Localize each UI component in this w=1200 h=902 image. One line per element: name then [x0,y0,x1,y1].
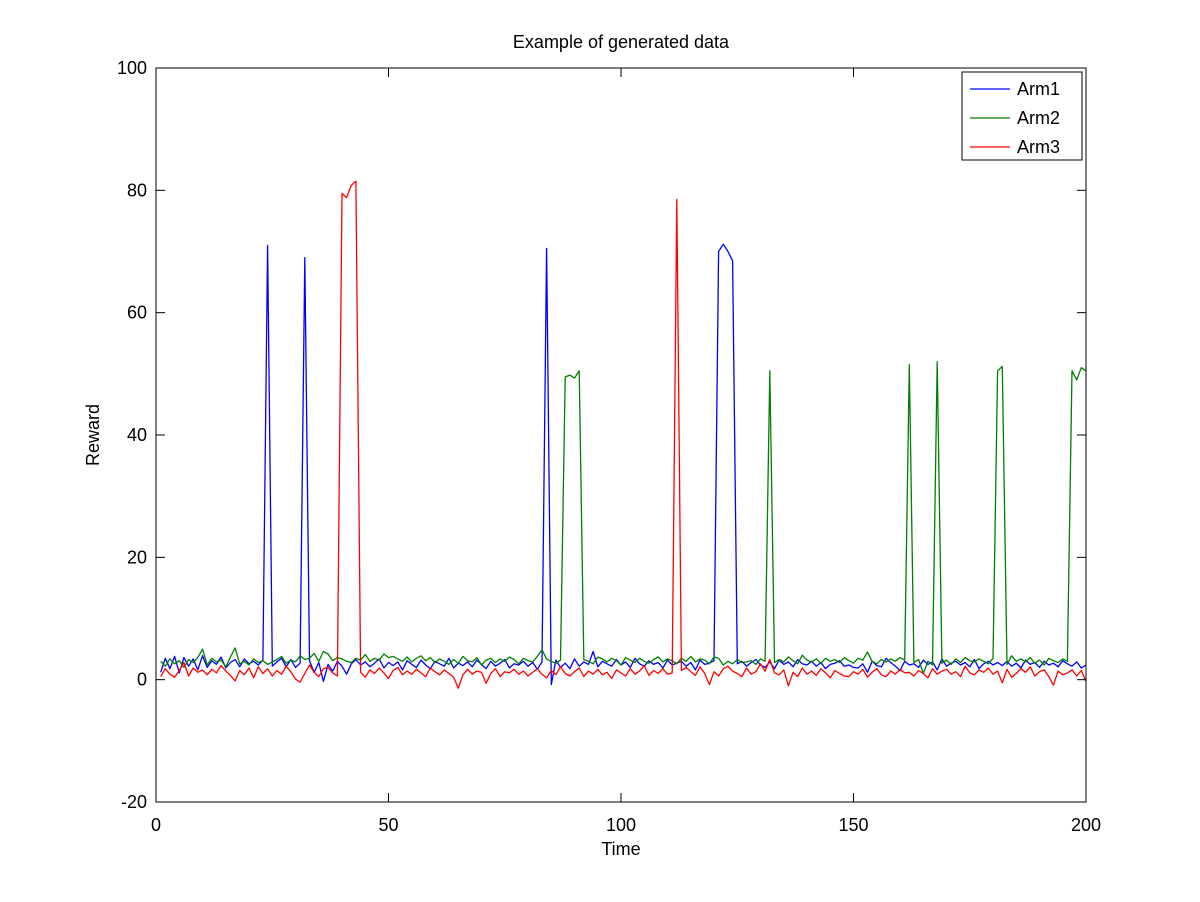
y-tick-label: -20 [121,792,147,812]
y-tick-label: 20 [127,547,147,567]
legend-label-arm1: Arm1 [1017,79,1060,99]
series-line-arm3 [160,180,1087,689]
chart-title: Example of generated data [513,32,730,52]
x-axis-label: Time [601,839,640,859]
y-tick-label: 80 [127,180,147,200]
y-tick-label: 60 [127,303,147,323]
legend: Arm1 Arm2 Arm3 [961,71,1083,161]
x-tick-label: 50 [378,815,398,835]
x-tick-label: 200 [1071,815,1101,835]
series-layer [160,180,1087,689]
legend-box [961,71,1083,161]
x-tick-label: 150 [838,815,868,835]
series-line-arm2 [160,360,1087,675]
y-tick-label: 100 [117,58,147,78]
legend-label-arm2: Arm2 [1017,108,1060,128]
x-tick-label: 100 [606,815,636,835]
x-tick-label: 0 [151,815,161,835]
legend-label-arm3: Arm3 [1017,137,1060,157]
plot-area [156,68,1086,802]
y-tick-label: 0 [137,670,147,690]
series-line-arm1 [160,243,1087,686]
y-axis-label: Reward [83,404,103,466]
y-tick-label: 40 [127,425,147,445]
